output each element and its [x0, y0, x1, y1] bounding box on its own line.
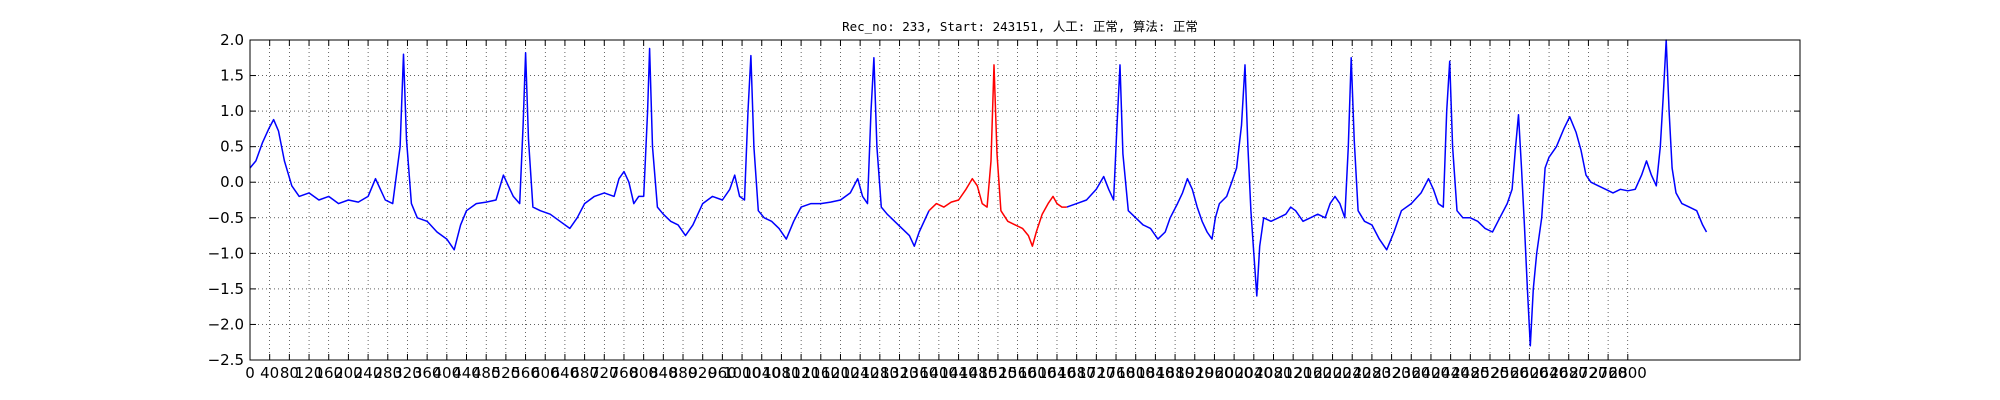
x-tick-label: 800 [629, 364, 658, 382]
x-tick-label: 1720 [1077, 364, 1115, 382]
x-tick-label: 2320 [1372, 364, 1410, 382]
x-tick-label: 2480 [1451, 364, 1489, 382]
x-tick-label: 1600 [1018, 364, 1056, 382]
x-tick-label: 560 [511, 364, 540, 382]
x-tick-label: 2400 [1412, 364, 1450, 382]
x-tick-label: 240 [354, 364, 383, 382]
x-tick-label: 2120 [1274, 364, 1312, 382]
x-tick-label: 720 [590, 364, 619, 382]
x-tick-label: 680 [570, 364, 599, 382]
y-tick-label: 0.5 [220, 138, 244, 156]
x-tick-label: 2560 [1491, 364, 1529, 382]
x-tick-label: 1480 [959, 364, 997, 382]
x-tick-label: 1440 [939, 364, 977, 382]
x-tick-label: 1080 [762, 364, 800, 382]
x-tick-label: 2040 [1235, 364, 1273, 382]
x-tick-label: 440 [452, 364, 481, 382]
x-tick-label: 280 [373, 364, 402, 382]
x-tick-label: 1760 [1097, 364, 1135, 382]
x-tick-label: 2360 [1392, 364, 1430, 382]
plot-frame [249, 39, 1801, 361]
y-tick-label: 1.0 [220, 102, 244, 120]
y-tick-label: −0.5 [208, 209, 244, 227]
x-tick-label: 2240 [1333, 364, 1371, 382]
x-tick-label: 1240 [841, 364, 879, 382]
x-tick-label: 640 [551, 364, 580, 382]
x-tick-label: 2080 [1254, 364, 1292, 382]
plot-lines [249, 39, 1708, 347]
x-tick-label: 1880 [1156, 364, 1194, 382]
y-tick-label: 1.5 [220, 67, 244, 85]
x-tick-label: 2600 [1510, 364, 1548, 382]
x-tick-label: 2800 [1609, 364, 1647, 382]
x-tick-label: 760 [610, 364, 639, 382]
x-tick-label: 2280 [1353, 364, 1391, 382]
x-tick-label: 2720 [1569, 364, 1607, 382]
x-tick-label: 2680 [1550, 364, 1588, 382]
y-axis: 2.0 1.5 1.0 0.5 0.0 −0.5 −1.0 −1.5 −2.0 −2.5 [208, 31, 1800, 369]
x-tick-label: 2640 [1530, 364, 1568, 382]
x-tick-label: 400 [433, 364, 462, 382]
x-tick-label: 920 [688, 364, 717, 382]
x-tick-label: 1960 [1195, 364, 1233, 382]
y-tick-label: −1.5 [208, 280, 244, 298]
x-tick-label: 0 [245, 364, 255, 382]
x-tick-label: 1040 [743, 364, 781, 382]
x-tick-label: 120 [295, 364, 324, 382]
x-tick-label: 160 [314, 364, 343, 382]
x-tick-label: 880 [669, 364, 698, 382]
x-tick-label: 1120 [782, 364, 820, 382]
x-tick-label: 2440 [1432, 364, 1470, 382]
x-tick-label: 360 [413, 364, 442, 382]
x-tick-label: 1680 [1058, 364, 1096, 382]
ecg-series-line [1066, 39, 1708, 347]
x-tick-label: 960 [708, 364, 737, 382]
x-tick-label: 1200 [821, 364, 859, 382]
x-tick-label: 480 [472, 364, 501, 382]
x-tick-label: 1800 [1117, 364, 1155, 382]
x-tick-label: 600 [531, 364, 560, 382]
y-tick-label: −1.0 [208, 244, 244, 262]
x-tick-label: 1360 [900, 364, 938, 382]
x-tick-label: 520 [492, 364, 521, 382]
x-tick-label: 1320 [880, 364, 918, 382]
ecg-series-line [249, 47, 930, 251]
x-tick-label: 1920 [1176, 364, 1214, 382]
x-axis: 0 40 8012016020024028032036040044048052056… [245, 40, 1647, 382]
gridlines [249, 39, 1800, 361]
x-tick-label: 320 [393, 364, 422, 382]
x-tick-label: 1280 [861, 364, 899, 382]
y-tick-label: −2.5 [208, 351, 244, 369]
x-tick-label: 200 [334, 364, 363, 382]
x-tick-label: 1000 [723, 364, 761, 382]
x-tick-label: 1560 [999, 364, 1037, 382]
x-tick-label: 840 [649, 364, 678, 382]
x-tick-label: 2200 [1313, 364, 1351, 382]
x-tick-label: 2520 [1471, 364, 1509, 382]
y-tick-label: −2.0 [208, 315, 244, 333]
x-tick-label: 2000 [1215, 364, 1253, 382]
y-tick-label: 0.0 [220, 173, 244, 191]
x-tick-label: 1640 [1038, 364, 1076, 382]
x-tick-label: 2160 [1294, 364, 1332, 382]
x-tick-label: 80 [280, 364, 299, 382]
x-tick-label: 1160 [802, 364, 840, 382]
chart-title: Rec_no: 233, Start: 243151, 人工: 正常, 算法: … [842, 19, 1198, 34]
x-tick-label: 1840 [1136, 364, 1174, 382]
x-tick-label: 40 [260, 364, 279, 382]
ecg-series-line [928, 64, 1067, 247]
y-tick-label: 2.0 [220, 31, 244, 49]
x-tick-label: 1520 [979, 364, 1017, 382]
x-tick-label: 2760 [1589, 364, 1627, 382]
x-tick-label: 1400 [920, 364, 958, 382]
